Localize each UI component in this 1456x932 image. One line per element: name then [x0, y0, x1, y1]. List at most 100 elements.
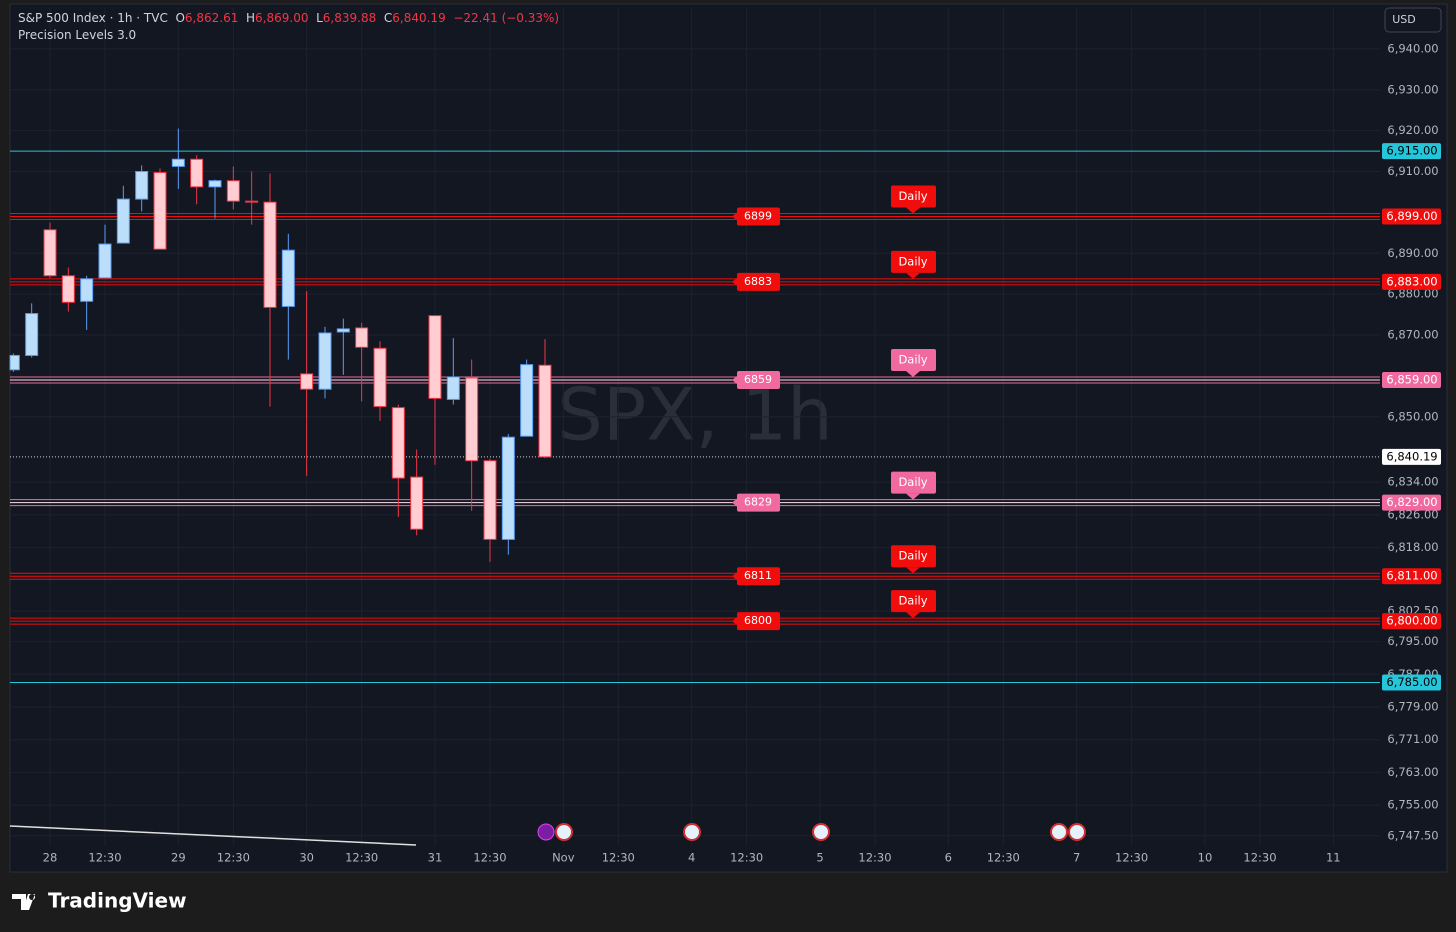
- x-tick-label: 10: [1198, 851, 1213, 865]
- timeframe-tag: Daily: [898, 254, 927, 268]
- y-tick-label: 6,930.00: [1387, 82, 1438, 96]
- last-price-box: [1382, 448, 1441, 465]
- low-label: L: [316, 11, 323, 25]
- candle-body: [336, 328, 350, 333]
- high-label: H: [246, 11, 256, 25]
- event-icon[interactable]: [683, 823, 701, 841]
- price-label: 6,915.00: [1386, 144, 1437, 158]
- level-tag-box: [737, 207, 780, 226]
- candle-body: [355, 327, 369, 348]
- timeframe-tag-arrow: [906, 612, 920, 619]
- x-tick-label: 12:30: [1243, 851, 1276, 865]
- x-tick-label: 31: [428, 851, 443, 865]
- candle-body: [9, 354, 20, 371]
- candle-body: [43, 229, 57, 277]
- price-label-box: [1382, 494, 1441, 511]
- level-tag-box: [737, 612, 780, 631]
- level-tag: 6883: [744, 275, 772, 288]
- candle-body: [391, 407, 405, 479]
- legend: S&P 500 Index · 1h · TVC O6,862.61 H6,86…: [18, 10, 559, 44]
- y-tick-label: 6,747.50: [1387, 828, 1438, 842]
- price-label: 6,811.00: [1386, 569, 1437, 583]
- timeframe-tag: Daily: [898, 475, 927, 489]
- candle-body: [318, 332, 332, 390]
- symbol: S&P 500 Index · 1h · TVC: [18, 11, 168, 25]
- last-price-label: 6,840.19: [1386, 449, 1437, 463]
- price-label-box: [1382, 143, 1441, 160]
- y-tick-label: 6,890.00: [1387, 246, 1438, 260]
- x-tick-label: 7: [1073, 851, 1080, 865]
- x-tick-label: 11: [1326, 851, 1341, 865]
- timeframe-tag-arrow: [906, 567, 920, 574]
- timeframe-tag-box: [891, 185, 936, 208]
- x-tick-label: 12:30: [345, 851, 378, 865]
- level-tag-box: [737, 272, 780, 291]
- level-tag-arrow: [732, 212, 737, 221]
- watermark: SPX, 1h: [557, 373, 833, 457]
- y-tick-label: 6,763.00: [1387, 765, 1438, 779]
- price-label: 6,800.00: [1386, 614, 1437, 628]
- y-tick-label: 6,779.00: [1387, 700, 1438, 714]
- price-label-box: [1382, 568, 1441, 585]
- event-icon[interactable]: [1050, 823, 1068, 841]
- currency: USD: [1392, 13, 1416, 26]
- candle-body: [501, 436, 515, 540]
- candle-body: [520, 364, 534, 437]
- candle-body: [410, 476, 424, 530]
- open-value: 6,862.61: [184, 11, 239, 25]
- x-tick-label: 12:30: [1115, 851, 1148, 865]
- level-tag: 6829: [744, 496, 772, 509]
- timeframe-tag-arrow: [906, 272, 920, 279]
- candle-body: [483, 460, 497, 540]
- price-label: 6,829.00: [1386, 495, 1437, 509]
- candle-body: [428, 315, 442, 399]
- event-icon[interactable]: [1068, 823, 1086, 841]
- y-tick-label: 6,755.00: [1387, 798, 1438, 812]
- x-tick-label: 12:30: [217, 851, 250, 865]
- price-label-box: [1382, 208, 1441, 225]
- candle-body: [263, 201, 277, 308]
- brand-logo: [12, 894, 36, 910]
- candle-body: [171, 158, 185, 167]
- candle-body: [226, 180, 240, 202]
- event-icon[interactable]: [812, 823, 830, 841]
- x-tick-label: 4: [688, 851, 695, 865]
- candle-body: [373, 347, 387, 408]
- level-tag-arrow: [732, 277, 737, 286]
- timeframe-tag-arrow: [906, 207, 920, 214]
- event-icon[interactable]: [555, 823, 573, 841]
- timeframe-tag-box: [891, 250, 936, 273]
- candle-body: [446, 376, 460, 400]
- level-tag: 6899: [744, 209, 772, 222]
- level-tag-arrow: [732, 572, 737, 581]
- candle-body: [25, 313, 39, 356]
- candle-body: [281, 249, 295, 307]
- timeframe-tag: Daily: [898, 549, 927, 563]
- level-tag: 6800: [744, 614, 772, 627]
- close-value: 6,840.19: [392, 11, 446, 25]
- level-tag-box: [737, 493, 780, 512]
- price-label: 6,899.00: [1386, 209, 1437, 223]
- timeframe-tag: Daily: [898, 352, 927, 366]
- x-tick-label: 30: [299, 851, 314, 865]
- price-label-box: [1382, 273, 1441, 290]
- candle-body: [208, 180, 222, 188]
- x-tick-label: 28: [43, 851, 58, 865]
- y-tick-label: 6,880.00: [1387, 287, 1438, 301]
- y-tick-label: 6,940.00: [1387, 41, 1438, 55]
- x-tick-label: 12:30: [858, 851, 891, 865]
- candle-body: [300, 373, 314, 390]
- y-tick-label: 6,910.00: [1387, 164, 1438, 178]
- y-tick-label: 6,826.00: [1387, 507, 1438, 521]
- x-tick-label: 6: [945, 851, 952, 865]
- timeframe-tag-box: [891, 471, 936, 494]
- y-tick-label: 6,771.00: [1387, 732, 1438, 746]
- timeframe-tag-arrow: [906, 493, 920, 500]
- timeframe-tag-box: [891, 590, 936, 613]
- event-icon[interactable]: [537, 823, 555, 841]
- x-tick-label: 12:30: [602, 851, 635, 865]
- timeframe-tag-arrow: [906, 370, 920, 377]
- timeframe-tag: Daily: [898, 189, 927, 203]
- currency-button[interactable]: [1384, 7, 1442, 33]
- y-tick-label: 6,920.00: [1387, 123, 1438, 137]
